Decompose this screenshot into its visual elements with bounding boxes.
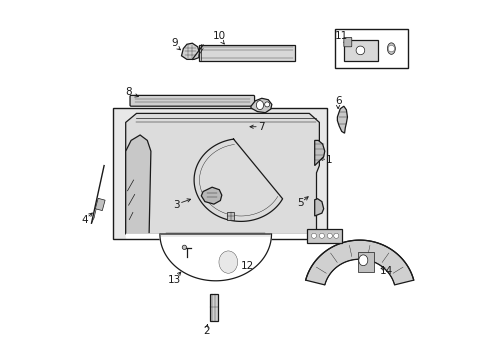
Circle shape bbox=[264, 102, 269, 107]
Polygon shape bbox=[125, 113, 319, 234]
Circle shape bbox=[311, 233, 316, 238]
Text: 6: 6 bbox=[334, 96, 341, 106]
Text: 13: 13 bbox=[167, 275, 181, 285]
Circle shape bbox=[355, 46, 364, 55]
Ellipse shape bbox=[219, 251, 237, 273]
Bar bbox=[227, 212, 234, 220]
Circle shape bbox=[387, 45, 394, 52]
Polygon shape bbox=[201, 187, 222, 204]
Bar bbox=[199, 45, 294, 61]
Bar bbox=[357, 252, 373, 272]
Circle shape bbox=[182, 245, 186, 249]
Text: 11: 11 bbox=[334, 31, 347, 41]
Polygon shape bbox=[182, 257, 196, 268]
Text: 5: 5 bbox=[296, 198, 303, 208]
Text: 10: 10 bbox=[212, 31, 225, 41]
Text: 7: 7 bbox=[258, 122, 264, 132]
FancyBboxPatch shape bbox=[343, 37, 351, 47]
Ellipse shape bbox=[216, 247, 240, 277]
Text: 12: 12 bbox=[240, 261, 253, 271]
Ellipse shape bbox=[358, 255, 367, 266]
Text: 14: 14 bbox=[379, 266, 392, 276]
Text: 4: 4 bbox=[81, 215, 87, 225]
Polygon shape bbox=[125, 135, 151, 234]
Ellipse shape bbox=[256, 100, 263, 109]
Polygon shape bbox=[126, 234, 316, 281]
Circle shape bbox=[319, 233, 324, 238]
Circle shape bbox=[326, 233, 332, 238]
Polygon shape bbox=[250, 98, 271, 113]
Polygon shape bbox=[181, 43, 199, 59]
Circle shape bbox=[333, 233, 338, 238]
FancyBboxPatch shape bbox=[130, 95, 254, 106]
Text: 9: 9 bbox=[171, 38, 177, 48]
Polygon shape bbox=[314, 199, 323, 216]
Ellipse shape bbox=[386, 43, 394, 54]
Bar bbox=[210, 294, 218, 321]
Bar bbox=[95, 198, 105, 211]
Bar bbox=[307, 229, 341, 243]
Polygon shape bbox=[314, 140, 324, 166]
Bar bbox=[113, 108, 326, 239]
Text: 1: 1 bbox=[325, 155, 332, 165]
Bar bbox=[334, 29, 407, 68]
Polygon shape bbox=[337, 106, 347, 133]
Text: 2: 2 bbox=[203, 326, 209, 336]
Text: 8: 8 bbox=[125, 87, 132, 97]
Text: 3: 3 bbox=[172, 200, 179, 210]
Bar bbox=[343, 40, 377, 61]
Polygon shape bbox=[305, 240, 413, 285]
